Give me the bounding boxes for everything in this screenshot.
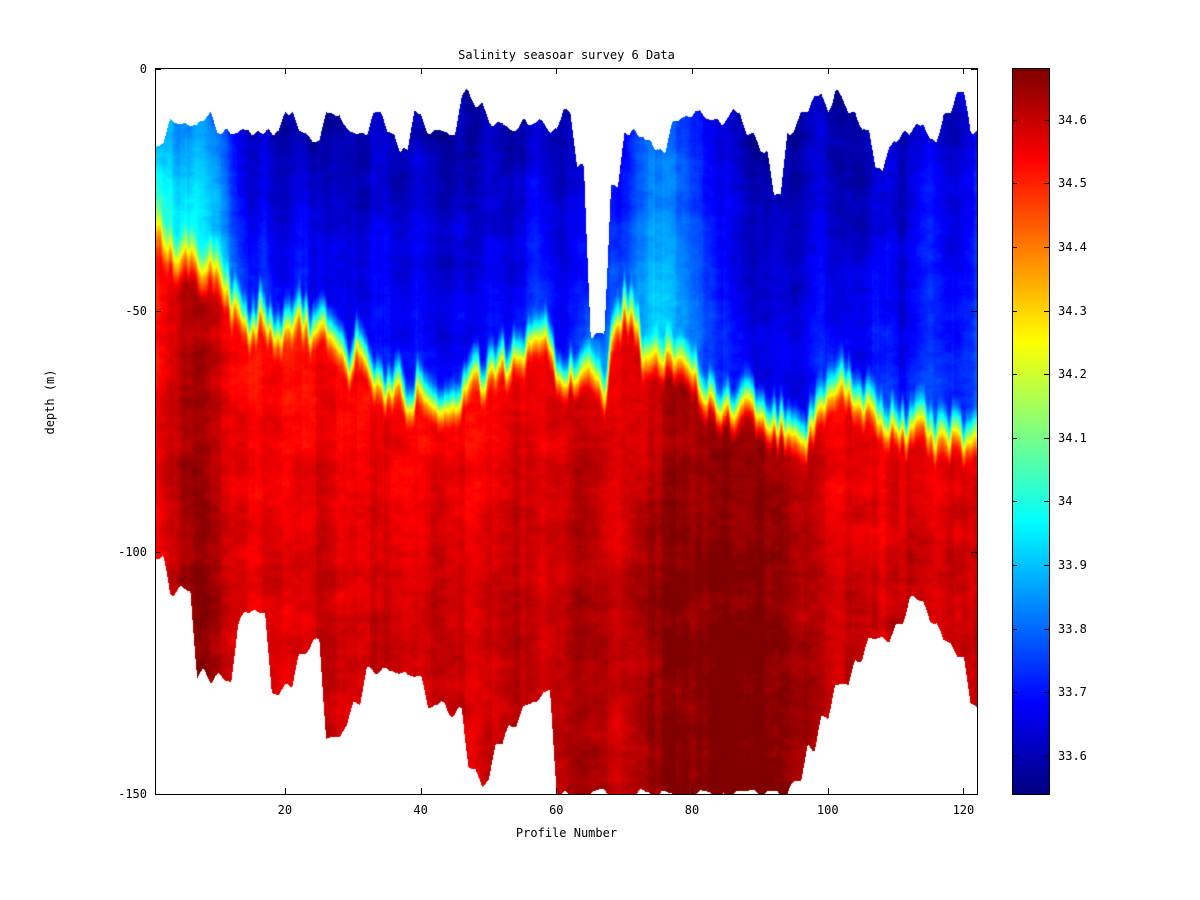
colorbar-tick-label: 33.7 [1058,685,1087,700]
colorbar-tick-34.1 [1012,437,1017,439]
salinity-heatmap [156,69,977,794]
x-tick-40 [420,68,422,74]
colorbar-gradient [1013,69,1049,794]
x-tick-100 [827,788,829,794]
x-tick-20 [284,68,286,74]
x-tick-20 [284,788,286,794]
x-tick-100 [827,68,829,74]
colorbar-tick-34.1 [1044,437,1049,439]
colorbar-tick-34.4 [1012,247,1017,249]
colorbar-tick-label: 34.2 [1058,367,1087,382]
y-tick--50 [155,310,161,312]
colorbar-tick-label: 34 [1058,494,1073,509]
x-tick-80 [692,788,694,794]
colorbar-tick-label: 34.3 [1058,303,1087,318]
y-tick-label: -150 [118,787,147,801]
y-tick-label: -100 [118,545,147,560]
colorbar-tick-34.6 [1012,119,1017,121]
colorbar-tick-label: 34.5 [1058,176,1087,191]
colorbar [1012,68,1050,795]
x-tick-120 [963,68,965,74]
colorbar-tick-34.5 [1012,183,1017,185]
colorbar-tick-33.6 [1012,755,1017,757]
colorbar-tick-label: 33.6 [1058,748,1087,763]
colorbar-tick-label: 33.8 [1058,621,1087,636]
colorbar-tick-34 [1012,501,1017,503]
x-tick-40 [420,788,422,794]
x-tick-label: 60 [549,803,564,817]
y-tick--150 [971,794,977,795]
colorbar-tick-34.5 [1044,183,1049,185]
colorbar-tick-34.3 [1012,310,1017,312]
x-tick-label: 40 [413,803,428,817]
x-axis-label: Profile Number [515,826,618,840]
colorbar-tick-33.9 [1012,565,1017,567]
colorbar-tick-label: 34.4 [1058,240,1087,255]
colorbar-tick-33.8 [1044,628,1049,630]
y-tick--50 [971,310,977,312]
x-tick-label: 100 [816,803,839,817]
colorbar-tick-33.7 [1012,692,1017,694]
y-tick--100 [155,552,161,554]
colorbar-tick-label: 34.6 [1058,112,1087,127]
x-tick-60 [556,788,558,794]
x-tick-120 [963,788,965,794]
x-tick-label: 120 [952,803,975,817]
y-tick-0 [155,69,161,70]
colorbar-tick-label: 33.9 [1058,558,1087,573]
plot-axes [155,68,978,795]
colorbar-tick-34.2 [1044,374,1049,376]
x-tick-80 [692,68,694,74]
x-tick-label: 20 [277,803,293,817]
colorbar-tick-label: 34.1 [1058,430,1087,445]
colorbar-tick-34.3 [1044,310,1049,312]
colorbar-tick-33.6 [1044,755,1049,757]
colorbar-tick-33.7 [1044,692,1049,694]
y-tick-0 [971,69,977,70]
colorbar-tick-34.2 [1012,374,1017,376]
y-tick--100 [971,552,977,554]
y-tick-label: 0 [139,62,147,76]
y-tick--150 [155,794,161,795]
colorbar-tick-34.6 [1044,119,1049,121]
x-tick-label: 80 [684,803,700,817]
y-tick-label: -50 [125,303,147,318]
colorbar-tick-33.9 [1044,565,1049,567]
colorbar-tick-34 [1044,501,1049,503]
plot-title: Salinity seasoar survey 6 Data [458,48,675,62]
colorbar-tick-33.8 [1012,628,1017,630]
y-axis-label: depth (m) [43,369,57,435]
colorbar-tick-34.4 [1044,247,1049,249]
x-tick-60 [556,68,558,74]
